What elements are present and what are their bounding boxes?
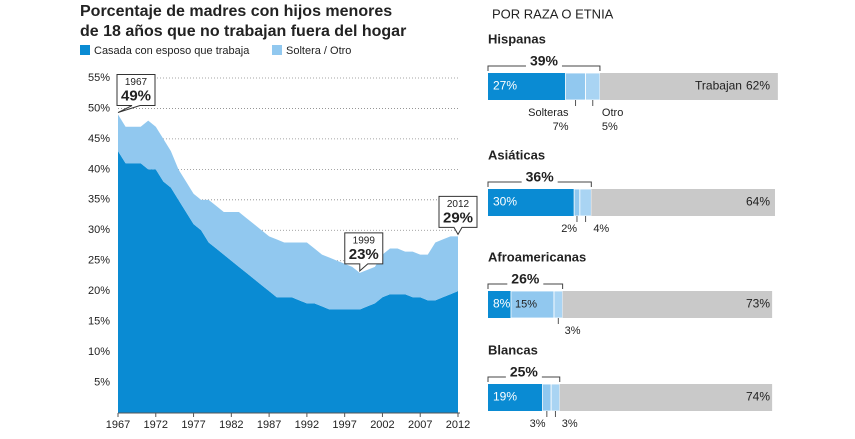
segment-label: 3% xyxy=(565,325,581,337)
x-tick-label: 1977 xyxy=(181,419,205,431)
callout-year: 2012 xyxy=(447,199,470,210)
callout-box xyxy=(344,232,384,273)
segment-label: 2% xyxy=(561,223,577,235)
x-tick-label: 1987 xyxy=(257,419,281,431)
callout-value: 23% xyxy=(349,246,379,263)
category-label: Asiáticas xyxy=(488,147,545,162)
segment-label: 19% xyxy=(493,390,517,404)
bar-segment xyxy=(599,73,778,100)
segment-label: 64% xyxy=(746,195,770,209)
segment-label: 4% xyxy=(593,223,609,235)
bar-segment xyxy=(591,189,775,216)
series-name: Trabajan xyxy=(695,79,742,93)
bar-segment xyxy=(559,384,773,411)
segment-label: 74% xyxy=(746,390,770,404)
bracket xyxy=(487,181,592,187)
bar-segment xyxy=(542,383,552,412)
series-name: Otro xyxy=(602,107,623,119)
bar-segment xyxy=(573,188,581,217)
area xyxy=(118,114,458,310)
segment-label: 5% xyxy=(602,121,618,133)
bar-segment xyxy=(565,72,586,101)
series-name: Solteras xyxy=(528,107,569,119)
y-tick-label: 30% xyxy=(88,224,110,236)
segment-label: 73% xyxy=(746,297,770,311)
panel-title: POR RAZA O ETNIA xyxy=(492,6,614,21)
category-label: Hispanas xyxy=(488,31,546,46)
segment-value: 64% xyxy=(746,195,770,209)
callout-value: 29% xyxy=(443,209,473,226)
segment-label: 3% xyxy=(530,418,546,430)
segment-label: 30% xyxy=(493,195,517,209)
x-tick-label: 2002 xyxy=(370,419,394,431)
y-tick-label: 50% xyxy=(88,102,110,114)
y-tick-label: 35% xyxy=(88,194,110,206)
segment-label: 15% xyxy=(515,298,537,310)
bar-segment xyxy=(488,189,575,216)
segment-label: 27% xyxy=(493,79,517,93)
bar-segment xyxy=(553,290,564,319)
bar-segment xyxy=(585,72,601,101)
bar-segment xyxy=(579,188,592,217)
x-tick-label: 1967 xyxy=(106,419,130,431)
segment-label: 7% xyxy=(553,121,569,133)
callout-year: 1999 xyxy=(353,236,376,247)
x-tick-label: 2012 xyxy=(446,419,470,431)
y-tick-label: 25% xyxy=(88,255,110,267)
total-label: 26% xyxy=(511,271,540,287)
y-tick-label: 45% xyxy=(88,133,110,145)
segment-label: 3% xyxy=(562,418,578,430)
y-tick-label: 15% xyxy=(88,316,110,328)
callout-year: 1967 xyxy=(125,77,148,88)
x-tick-label: 1982 xyxy=(219,419,243,431)
bar-segment xyxy=(510,290,555,319)
total-label: 36% xyxy=(526,169,555,185)
bar-segment xyxy=(488,291,511,318)
bracket xyxy=(487,65,601,71)
bracket xyxy=(487,376,561,382)
total-label: 25% xyxy=(510,364,539,380)
chart-title: de 18 años que no trabajan fuera del hog… xyxy=(80,23,406,40)
y-tick-label: 10% xyxy=(88,346,110,358)
bar-segment xyxy=(550,383,561,412)
segment-label: Trabajan 62% xyxy=(695,79,770,93)
category-label: Blancas xyxy=(488,342,538,357)
x-tick-label: 1997 xyxy=(332,419,356,431)
y-tick-label: 20% xyxy=(88,285,110,297)
total-label: 39% xyxy=(530,53,559,69)
y-tick-label: 40% xyxy=(88,163,110,175)
bar-segment xyxy=(562,291,773,318)
y-tick-label: 55% xyxy=(88,72,110,84)
chart-title: Porcentaje de madres con hijos menores xyxy=(80,3,392,20)
bracket xyxy=(487,283,564,289)
segment-value: 73% xyxy=(746,297,770,311)
x-tick-label: 1992 xyxy=(295,419,319,431)
bar-segment xyxy=(488,73,566,100)
callout-box xyxy=(116,74,156,114)
legend-label: Soltera / Otro xyxy=(286,45,351,57)
y-tick-label: 5% xyxy=(94,376,110,388)
legend-swatch xyxy=(272,45,282,55)
bar-segment xyxy=(488,384,543,411)
legend-swatch xyxy=(80,45,90,55)
legend-label: Casada con esposo que trabaja xyxy=(94,45,250,57)
segment-value: 74% xyxy=(746,390,770,404)
callout-box xyxy=(438,195,478,236)
x-tick-label: 1972 xyxy=(144,419,168,431)
category-label: Afroamericanas xyxy=(488,249,586,264)
x-tick-label: 2007 xyxy=(408,419,432,431)
segment-label: 8% xyxy=(493,297,511,311)
segment-value: 62% xyxy=(746,79,770,93)
area xyxy=(118,151,458,413)
callout-value: 49% xyxy=(121,88,151,105)
